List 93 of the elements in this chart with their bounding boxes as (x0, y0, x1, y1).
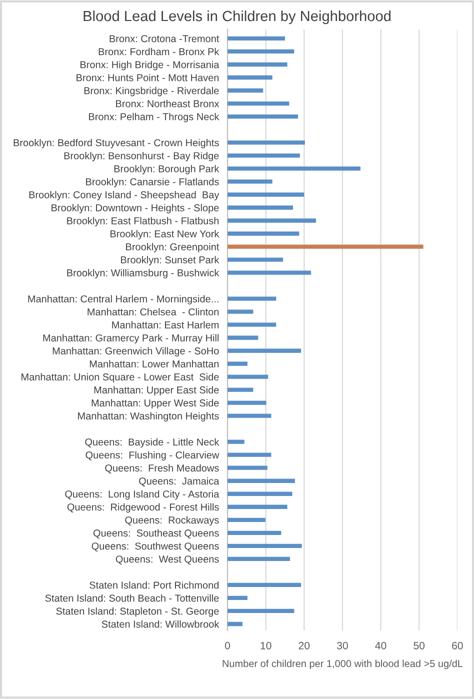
y-tick-label: Bronx: Hunts Point - Mott Haven (76, 74, 219, 82)
bar (228, 400, 266, 405)
x-tick-label: 40 (375, 642, 386, 650)
y-tick-label: Brooklyn: Canarsie - Flatlands (86, 178, 219, 188)
y-tick-label: Queens: Ridgewood - Forest Hills (67, 503, 219, 513)
bar (228, 348, 302, 353)
bar (228, 518, 266, 522)
bar (228, 504, 288, 509)
bar (228, 180, 272, 184)
y-tick-label: Manhattan: Lower Manhattan (90, 360, 219, 368)
y-tick-label: Manhattan: East Harlem (112, 321, 219, 328)
y-tick-label: Queens: Southeast Queens (93, 529, 219, 538)
y-tick-label: Manhattan: Greenwich Village - SoHo (52, 347, 219, 356)
bar (228, 75, 272, 80)
bar (228, 622, 242, 626)
y-tick-label: Manhattan: Upper West Side (92, 399, 219, 408)
y-tick-label: Queens: Jamaica (139, 477, 220, 486)
bar (228, 608, 294, 614)
bar (228, 544, 302, 548)
bar (228, 244, 424, 249)
y-tick-label: Bronx: Kingsbridge - Riverdale (84, 86, 219, 96)
bar (228, 192, 304, 197)
y-tick-label: Bronx: Crotona -Tremont (110, 35, 220, 42)
y-tick-label: Bronx: Fordham - Bronx Pk (98, 48, 220, 56)
y-tick-label: Brooklyn: Borough Park (114, 164, 220, 174)
bar (228, 101, 290, 106)
y-tick-label: Brooklyn: East New York (110, 230, 220, 240)
bar (228, 466, 268, 470)
y-tick-label: Bronx: Northeast Bronx (116, 100, 220, 108)
y-tick-label: Brooklyn: Williamsburg - Bushwick (67, 269, 220, 278)
x-tick-label: 10 (260, 642, 272, 650)
bar (228, 414, 272, 418)
y-tick-label: Manhattan: Gramercy Park - Murray Hill (43, 334, 219, 344)
y-tick-label: Queens: Fresh Meadows (105, 464, 219, 474)
x-tick-label: 20 (298, 642, 310, 650)
y-tick-label: Brooklyn: Downtown - Heights - Slope (52, 204, 219, 214)
bar (228, 388, 254, 392)
y-tick-label: Bronx: High Bridge - Morrisania (80, 60, 220, 70)
bar (228, 596, 248, 600)
bar (228, 270, 312, 275)
y-tick-label: Brooklyn: Greenpoint (126, 243, 220, 252)
chart-title: Blood Lead Levels in Children by Neighborhood (84, 10, 391, 24)
y-tick-label: Manhattan: Chelsea - Clinton (88, 308, 219, 316)
y-tick-label: Brooklyn: Bedford Stuyvesant - Crown Heights (14, 138, 219, 148)
y-tick-label: Staten Island: Willowbrook (102, 620, 220, 628)
bar (228, 166, 360, 171)
bar (228, 218, 316, 223)
y-tick-label: Queens: Bayside - Little Neck (85, 438, 220, 448)
bar (228, 140, 305, 145)
bar (228, 336, 258, 340)
bar (228, 258, 284, 262)
y-tick-label: Manhattan: Washington Heights (78, 412, 219, 422)
y-tick-label: Brooklyn: Bensonhurst - Bay Ridge (64, 152, 219, 162)
bar (228, 232, 300, 236)
bar (228, 374, 268, 379)
y-tick-label: Staten Island: Stapleton - St. George (56, 607, 219, 617)
bar (228, 310, 254, 314)
bar (228, 114, 298, 119)
y-tick-label: Brooklyn: East Flatbush - Flatbush (67, 217, 219, 226)
y-tick-label: Bronx: Pelham - Throgs Neck (89, 112, 220, 122)
y-tick-label: Queens: Long Island City - Astoria (65, 490, 220, 500)
y-tick-label: Manhattan: Union Square - Lower East Side (22, 373, 219, 382)
x-tick-label: 0 (224, 642, 230, 650)
y-tick-label: Staten Island: Port Richmond (90, 581, 219, 589)
bar (228, 322, 276, 327)
x-tick-label: 60 (452, 642, 463, 650)
bar (228, 36, 285, 41)
bar (228, 62, 288, 67)
y-tick-label: Queens: Southwest Queens (92, 542, 219, 552)
y-tick-label: Staten Island: South Beach - Tottenville (45, 594, 219, 602)
y-tick-label: Queens: Rockaways (125, 516, 219, 526)
bar (228, 49, 294, 54)
y-tick-label: Queens: West Queens (116, 556, 219, 564)
y-tick-label: Brooklyn: Coney Island - Sheepshead Bay (29, 190, 220, 200)
y-tick-label: Queens: Flushing - Clearview (86, 451, 220, 461)
y-tick-label: Manhattan: Upper East Side (94, 386, 219, 396)
y-tick-label: Manhattan: Central Harlem - Morningside... (28, 295, 218, 304)
bar (228, 296, 276, 301)
bar (228, 88, 264, 93)
bar (228, 492, 292, 496)
x-axis-title: Number of children per 1,000 with blood lead >5 ug/dL (222, 660, 463, 670)
x-tick-label: 50 (414, 642, 425, 650)
x-tick-label: 30 (337, 642, 348, 650)
bar (228, 452, 272, 457)
bar (228, 530, 282, 535)
y-tick-label: Brooklyn: Sunset Park (121, 256, 220, 266)
bar (228, 153, 300, 158)
bar (228, 440, 244, 444)
bar (228, 582, 302, 588)
bar (228, 478, 295, 483)
bar (228, 556, 290, 562)
bar (228, 362, 248, 366)
bar (228, 206, 294, 210)
